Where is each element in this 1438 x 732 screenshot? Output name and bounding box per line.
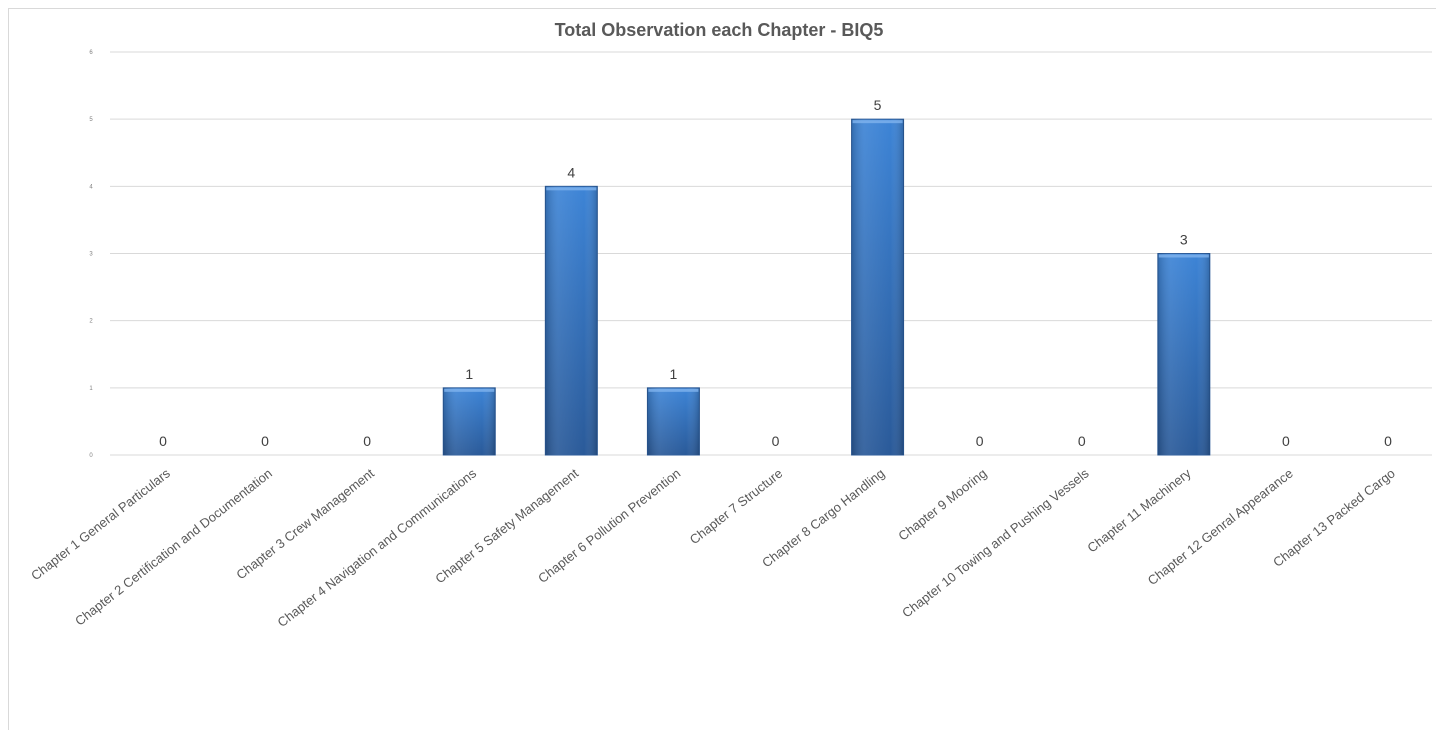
data-label: 0: [772, 433, 780, 449]
data-label: 0: [261, 433, 269, 449]
bar: [1157, 253, 1211, 456]
y-tick-label: 0: [89, 453, 93, 459]
data-label: 0: [1078, 433, 1086, 449]
y-axis-ticks: 0 1 2 3 4 5 6: [89, 50, 93, 459]
x-tick-label: Chapter 10 Towing and Pushing Vessels: [899, 465, 1092, 620]
x-tick-label: Chapter 4 Navigation and Communications: [275, 465, 480, 630]
y-tick-label: 6: [89, 50, 93, 56]
data-label: 4: [567, 164, 575, 180]
bar: [646, 387, 700, 456]
data-label: 0: [1384, 433, 1392, 449]
x-tick-label: Chapter 2 Certification and Documentatio…: [72, 466, 275, 629]
data-label: 1: [465, 366, 473, 382]
data-label: 1: [670, 366, 678, 382]
data-label: 5: [874, 97, 882, 113]
x-tick-label: Chapter 9 Mooring: [895, 466, 989, 544]
x-tick-label: Chapter 11 Machinery: [1084, 465, 1194, 555]
data-label: 0: [159, 433, 167, 449]
y-tick-label: 3: [89, 252, 93, 258]
bars: [442, 118, 1211, 456]
y-tick-label: 1: [89, 386, 93, 392]
bar: [442, 387, 496, 456]
x-tick-label: Chapter 7 Structure: [687, 466, 786, 548]
y-tick-label: 2: [89, 319, 93, 325]
y-tick-label: 5: [89, 117, 93, 123]
data-label: 0: [1282, 433, 1290, 449]
y-tick-label: 4: [89, 184, 93, 190]
data-label: 0: [363, 433, 371, 449]
bar: [544, 185, 598, 456]
bar: [851, 118, 905, 456]
data-label: 3: [1180, 232, 1188, 248]
data-label: 0: [976, 433, 984, 449]
chart-frame: [8, 8, 1436, 730]
gridlines: [110, 51, 1432, 456]
chart-title: Total Observation each Chapter - BIQ5: [554, 20, 884, 40]
